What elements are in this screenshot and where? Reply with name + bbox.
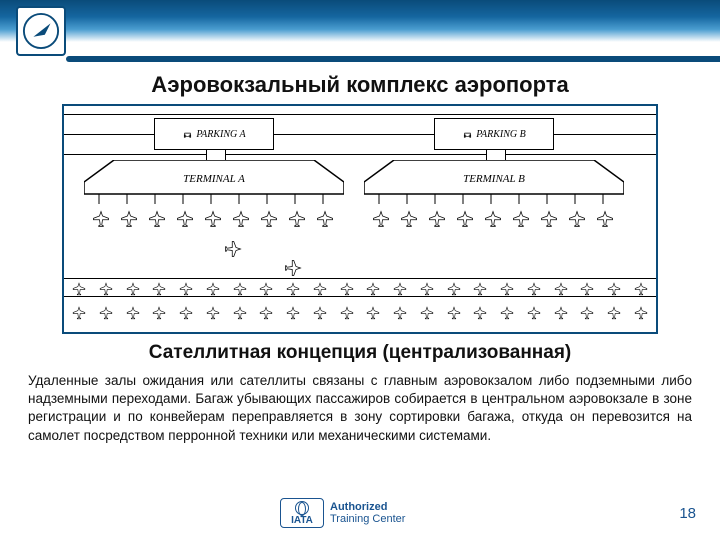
parked-plane <box>259 282 273 296</box>
parked-plane <box>313 306 327 320</box>
iata-text: IATA <box>291 515 313 526</box>
parked-plane <box>634 282 648 296</box>
subtitle: Сателлитная концепция (централизованная) <box>0 342 720 364</box>
page-title: Аэровокзальный комплекс аэропорта <box>0 72 720 98</box>
parked-plane <box>473 306 487 320</box>
parked-plane <box>420 282 434 296</box>
road-line <box>64 114 656 115</box>
taxi-plane <box>224 240 242 258</box>
gate-plane <box>512 210 530 228</box>
parked-plane <box>72 282 86 296</box>
parked-plane <box>340 282 354 296</box>
parked-plane <box>420 306 434 320</box>
gate-plane <box>568 210 586 228</box>
parked-plane <box>447 282 461 296</box>
gate-plane <box>260 210 278 228</box>
parked-plane <box>366 306 380 320</box>
accent-line <box>66 56 720 62</box>
parked-plane <box>206 306 220 320</box>
parked-plane <box>607 282 621 296</box>
parked-plane <box>580 282 594 296</box>
parked-plane <box>527 306 541 320</box>
page-number: 18 <box>679 505 696 522</box>
parked-plane <box>473 282 487 296</box>
parked-plane <box>580 306 594 320</box>
parking-b-label: PARKING B <box>476 129 526 140</box>
taxi-plane <box>284 259 302 277</box>
parking-a: PARKING A <box>154 118 274 150</box>
terminal-b-label: TERMINAL B <box>463 173 525 185</box>
parked-plane <box>366 282 380 296</box>
atc-line1: Authorized <box>330 501 405 513</box>
parked-plane <box>607 306 621 320</box>
logo <box>16 6 66 56</box>
header-stripe <box>0 0 720 42</box>
parked-plane <box>393 306 407 320</box>
connector <box>486 150 506 160</box>
body-text: Удаленные залы ожидания или сателлиты св… <box>28 372 692 445</box>
gate-plane <box>204 210 222 228</box>
car-icon <box>462 129 473 140</box>
gate-plane <box>120 210 138 228</box>
parked-plane <box>126 282 140 296</box>
gate-plane <box>540 210 558 228</box>
parked-plane <box>554 306 568 320</box>
gate-plane <box>232 210 250 228</box>
car-icon <box>182 129 193 140</box>
road-line <box>64 134 656 135</box>
terminal-a: TERMINAL A <box>84 160 344 210</box>
parked-plane <box>206 282 220 296</box>
parked-plane <box>179 306 193 320</box>
iata-mark: IATA <box>280 498 324 528</box>
parked-plane <box>447 306 461 320</box>
gate-plane <box>400 210 418 228</box>
gate-plane <box>596 210 614 228</box>
terminal-a-label: TERMINAL A <box>183 173 245 185</box>
gate-plane <box>484 210 502 228</box>
parked-plane <box>72 306 86 320</box>
globe-icon <box>295 501 309 515</box>
parked-plane <box>500 306 514 320</box>
gate-plane <box>92 210 110 228</box>
parked-plane <box>554 282 568 296</box>
parked-plane <box>313 282 327 296</box>
gate-plane <box>428 210 446 228</box>
parked-plane <box>527 282 541 296</box>
gate-plane <box>148 210 166 228</box>
gate-plane <box>456 210 474 228</box>
satellite-concept-diagram: PARKING A PARKING B TERMINAL A TERMINAL … <box>62 104 658 334</box>
taxiway-line <box>64 296 656 297</box>
gate-plane <box>316 210 334 228</box>
parked-plane <box>286 282 300 296</box>
parked-plane <box>126 306 140 320</box>
parked-plane <box>340 306 354 320</box>
parked-plane <box>179 282 193 296</box>
parked-plane <box>500 282 514 296</box>
gate-plane <box>372 210 390 228</box>
parked-row <box>72 306 648 320</box>
gate-plane <box>288 210 306 228</box>
parked-plane <box>152 306 166 320</box>
atc-line2: Training Center <box>330 513 405 525</box>
parked-plane <box>233 306 247 320</box>
connector <box>206 150 226 160</box>
parked-plane <box>259 306 273 320</box>
parking-b: PARKING B <box>434 118 554 150</box>
gate-plane <box>176 210 194 228</box>
parked-plane <box>152 282 166 296</box>
parked-plane <box>286 306 300 320</box>
footer-logo: IATA Authorized Training Center <box>280 498 440 528</box>
taxiway-line <box>64 278 656 279</box>
terminal-b: TERMINAL B <box>364 160 624 210</box>
parked-plane <box>393 282 407 296</box>
parked-plane <box>634 306 648 320</box>
road-line <box>64 154 656 155</box>
parking-a-label: PARKING A <box>196 129 245 140</box>
parked-plane <box>233 282 247 296</box>
atc-text: Authorized Training Center <box>330 501 405 525</box>
parked-plane <box>99 282 113 296</box>
parked-row <box>72 282 648 296</box>
parked-plane <box>99 306 113 320</box>
